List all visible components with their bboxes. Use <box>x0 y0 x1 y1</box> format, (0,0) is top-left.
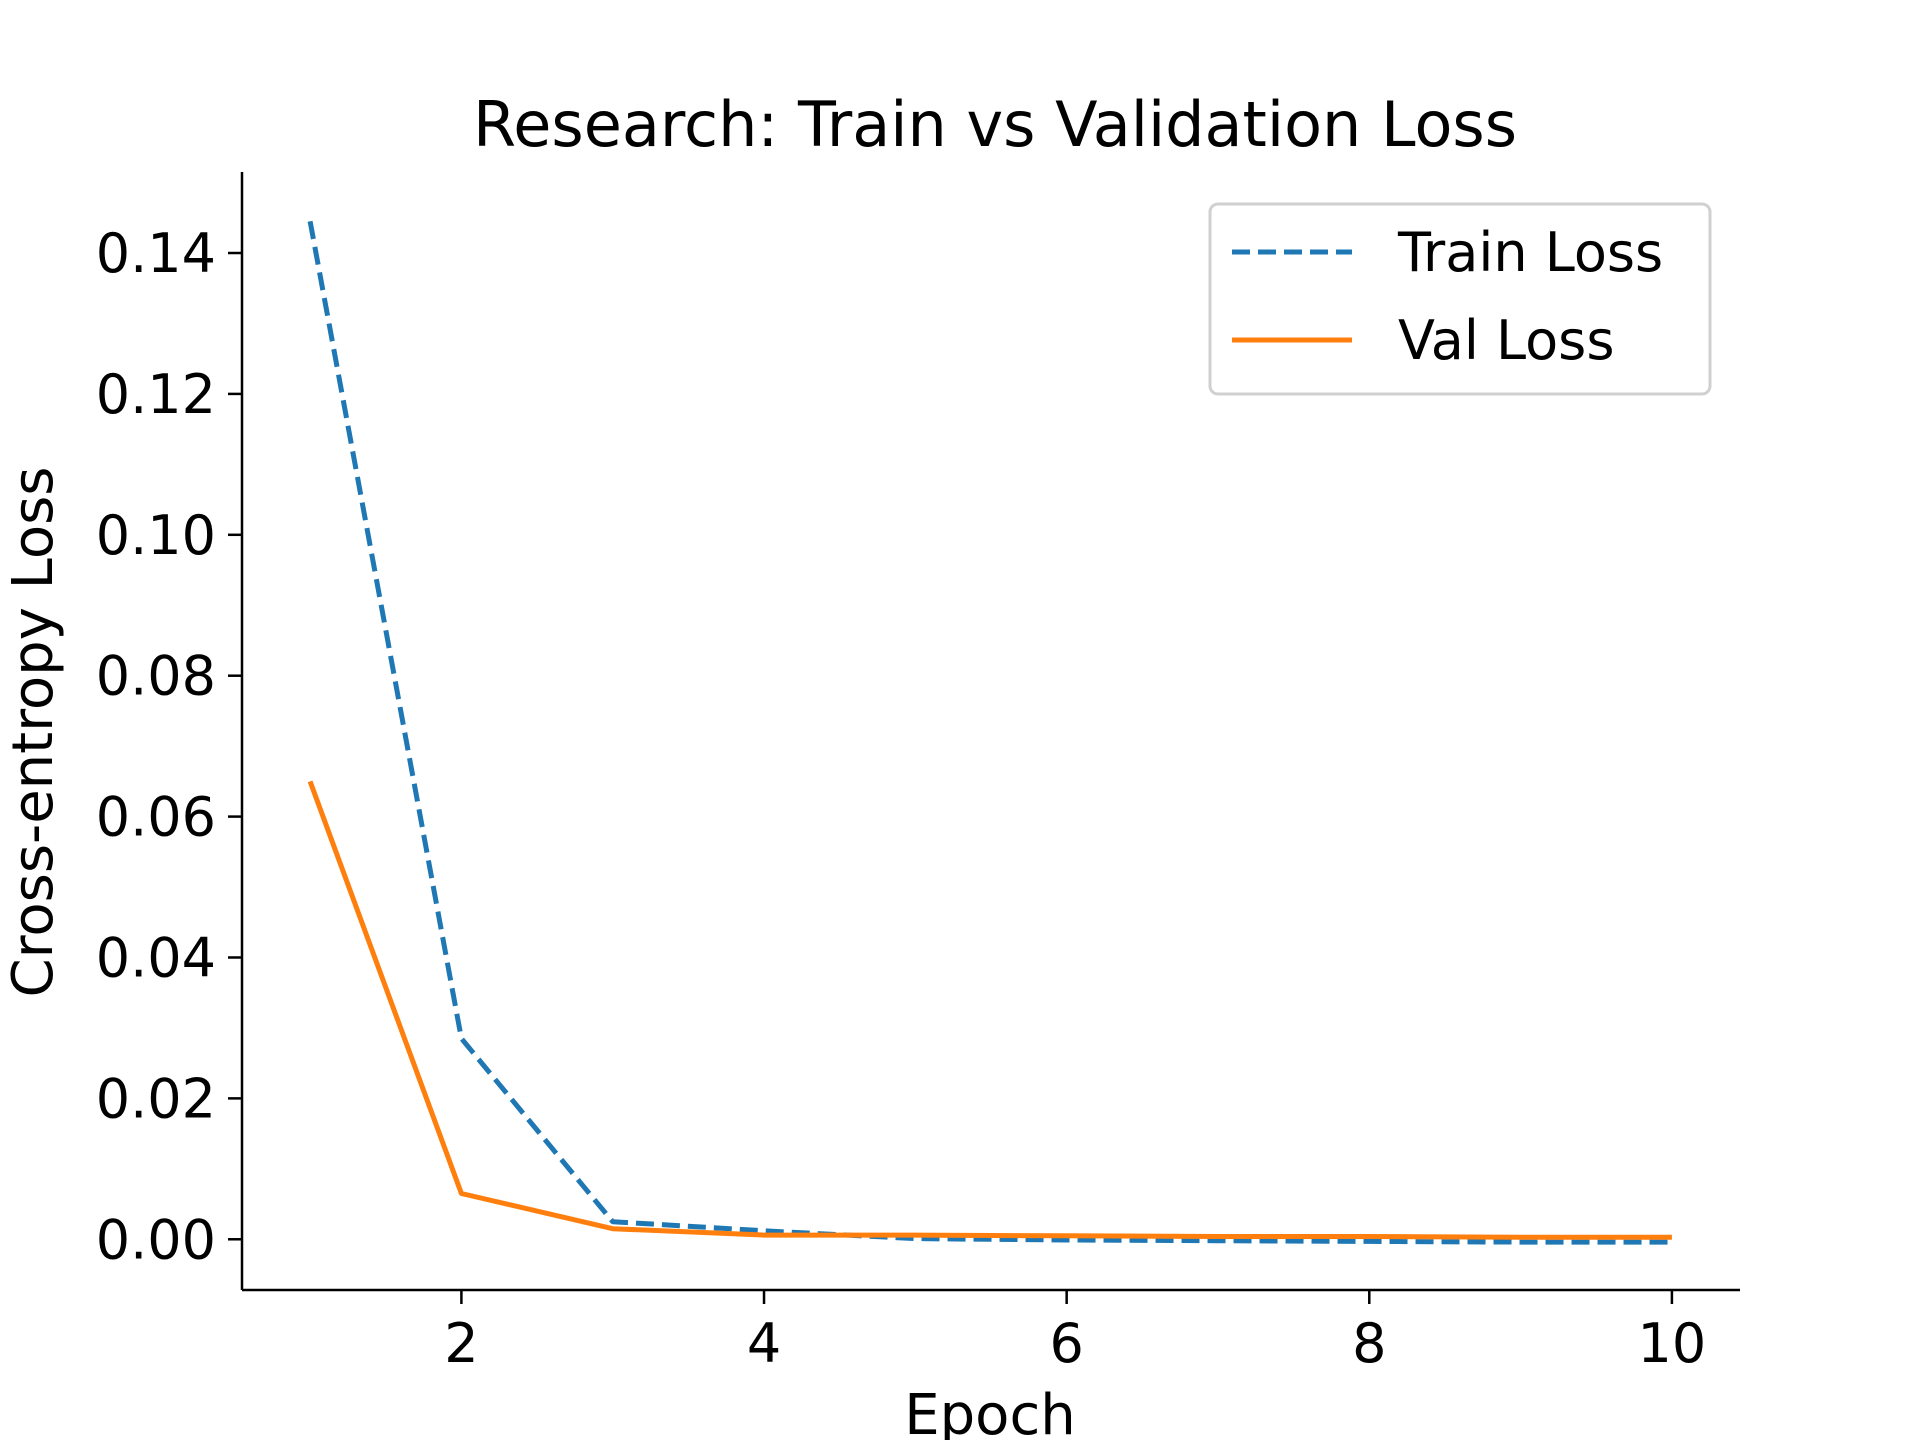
y-tick-label: 0.06 <box>96 786 216 849</box>
x-tick-label: 4 <box>747 1312 781 1375</box>
chart-title: Research: Train vs Validation Loss <box>473 88 1517 161</box>
x-tick-label: 2 <box>444 1312 478 1375</box>
x-tick-label: 8 <box>1352 1312 1386 1375</box>
y-tick-label: 0.02 <box>96 1067 216 1130</box>
y-tick-label: 0.08 <box>96 645 216 708</box>
plot-area: 0.00 0.02 0.04 0.06 0.08 0.10 0.12 0.14 2 4 6 8 10 <box>96 172 1740 1375</box>
legend-frame <box>1208 202 1712 396</box>
y-axis-ticks: 0.00 0.02 0.04 0.06 0.08 0.10 0.12 0.14 <box>96 222 242 1271</box>
legend-label: Val Loss <box>1398 309 1614 372</box>
y-tick-label: 0.10 <box>96 504 216 567</box>
x-axis-label: Epoch <box>904 1383 1075 1440</box>
x-axis-ticks: 2 4 6 8 10 <box>444 1290 1706 1375</box>
series-layer <box>307 220 1672 1245</box>
series-line-val-loss <box>307 780 1672 1240</box>
y-axis-label: Cross-entropy Loss <box>1 467 66 998</box>
y-tick-label: 0.00 <box>96 1208 216 1271</box>
y-tick-label: 0.14 <box>96 222 216 285</box>
series-line-train-loss <box>307 220 1672 1245</box>
y-tick-label: 0.12 <box>96 363 216 426</box>
legend-label: Train Loss <box>1397 221 1663 284</box>
x-tick-label: 10 <box>1638 1312 1707 1375</box>
legend: Train Loss Val Loss <box>1208 202 1712 396</box>
x-tick-label: 6 <box>1049 1312 1083 1375</box>
y-tick-label: 0.04 <box>96 926 216 989</box>
